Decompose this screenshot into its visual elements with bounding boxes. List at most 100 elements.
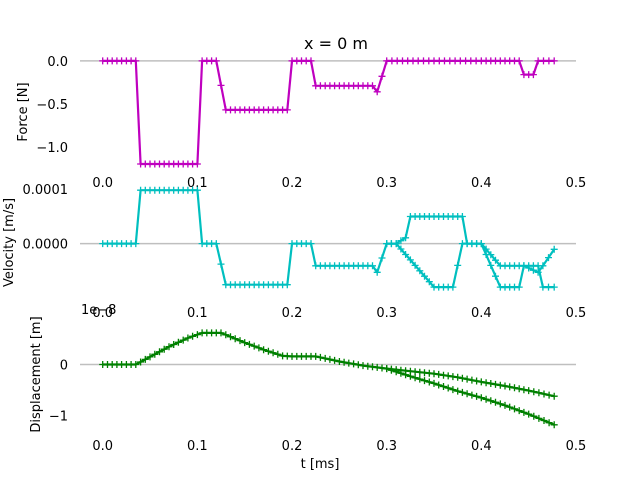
data-point-marker [406,256,414,264]
data-point-marker [156,348,163,356]
x-tick-label: 0.5 [566,439,587,454]
data-point-marker [487,261,495,269]
data-point-marker [245,340,253,348]
data-point-marker [444,384,452,392]
data-point-marker [468,391,476,399]
data-point-marker [440,371,447,379]
data-point-marker [468,376,476,384]
data-point-marker [550,283,558,291]
data-point-marker [236,337,244,345]
data-point-marker [217,329,225,337]
data-point-marker [534,268,542,276]
data-point-marker [193,331,201,339]
data-point-marker [250,342,258,350]
data-point-marker [416,375,424,383]
data-point-marker [550,245,558,253]
data-point-marker [520,386,528,394]
data-point-marker [492,398,499,406]
x-tick-label: 0.5 [566,306,587,321]
data-point-marker [193,186,201,194]
data-point-marker [392,368,400,376]
data-point-marker [137,358,145,366]
data-point-marker [535,389,543,397]
series-markers-0 [99,57,558,168]
data-point-marker [540,417,548,424]
data-point-marker [425,278,433,286]
data-point-marker [496,381,504,389]
y-tick-label: −1.0 [36,141,68,156]
data-point-marker [345,359,353,367]
data-point-marker [515,57,523,65]
data-point-marker [402,234,410,242]
data-point-marker [406,372,414,380]
data-point-marker [373,268,381,276]
data-point-marker [477,394,485,402]
data-point-marker [174,338,182,346]
x-tick-label: 0.0 [92,306,113,321]
data-point-marker [222,331,230,339]
data-point-marker [463,375,471,383]
data-point-marker [492,380,499,388]
data-point-marker [212,240,220,248]
data-point-marker [454,261,462,269]
x-tick-label: 0.0 [92,176,113,191]
data-point-marker [501,382,509,390]
data-point-marker [316,353,324,361]
data-point-marker [146,353,154,361]
data-point-marker [487,251,495,259]
data-point-marker [160,345,168,353]
series-markers-0 [99,186,558,291]
data-point-marker [492,272,499,280]
velocity-panel: 0.0 0.1 0.2 0.3 0.4 0.5 0.0001 0.0000 Velocity [… [2,183,586,321]
data-point-marker [378,254,386,262]
data-point-marker [421,377,428,385]
data-point-marker [283,281,291,289]
y-tick-label: 0.0000 [23,238,69,253]
data-point-marker [165,343,173,351]
x-axis-label: t [ms] [301,457,340,472]
data-point-marker [530,388,538,396]
data-point-marker [132,57,140,65]
data-point-marker [473,377,481,385]
x-tick-label: 0.5 [566,176,587,191]
data-point-marker [411,374,419,382]
data-point-marker [369,262,376,270]
data-point-marker [274,350,282,358]
data-point-marker [529,266,537,274]
data-point-marker [529,71,537,79]
data-point-marker [473,392,481,400]
data-point-marker [487,380,495,387]
data-point-marker [506,383,514,391]
data-point-marker [321,354,329,362]
data-point-marker [179,336,187,344]
data-point-marker [392,240,400,248]
data-point-marker [435,381,443,389]
data-point-marker [312,352,320,360]
data-point-marker [477,378,485,386]
data-point-marker [463,390,471,398]
x-tick-label: 0.4 [471,176,492,191]
data-point-marker [492,256,499,264]
data-point-marker [520,262,528,270]
data-point-marker [421,272,428,280]
data-point-marker [506,403,514,411]
data-point-marker [545,254,552,262]
data-point-marker [440,383,447,390]
data-point-marker [545,391,553,399]
data-point-marker [383,365,391,373]
data-point-marker [307,57,315,65]
displacement-panel: 0.0 0.1 0.2 0.3 0.4 0.5 0 −1 Displacement [m] 1e−… [29,303,586,472]
data-point-marker [496,400,504,408]
data-point-marker [477,240,485,248]
x-tick-label: 0.1 [187,306,208,321]
y-tick-label: 0.0001 [23,183,69,198]
data-point-marker [184,334,192,342]
axis-offset-text: 1e−8 [81,303,116,318]
x-tick-label: 0.3 [376,306,397,321]
data-point-marker [170,341,178,348]
data-point-marker [132,240,140,248]
data-point-marker [444,372,452,380]
data-point-marker [501,401,509,409]
